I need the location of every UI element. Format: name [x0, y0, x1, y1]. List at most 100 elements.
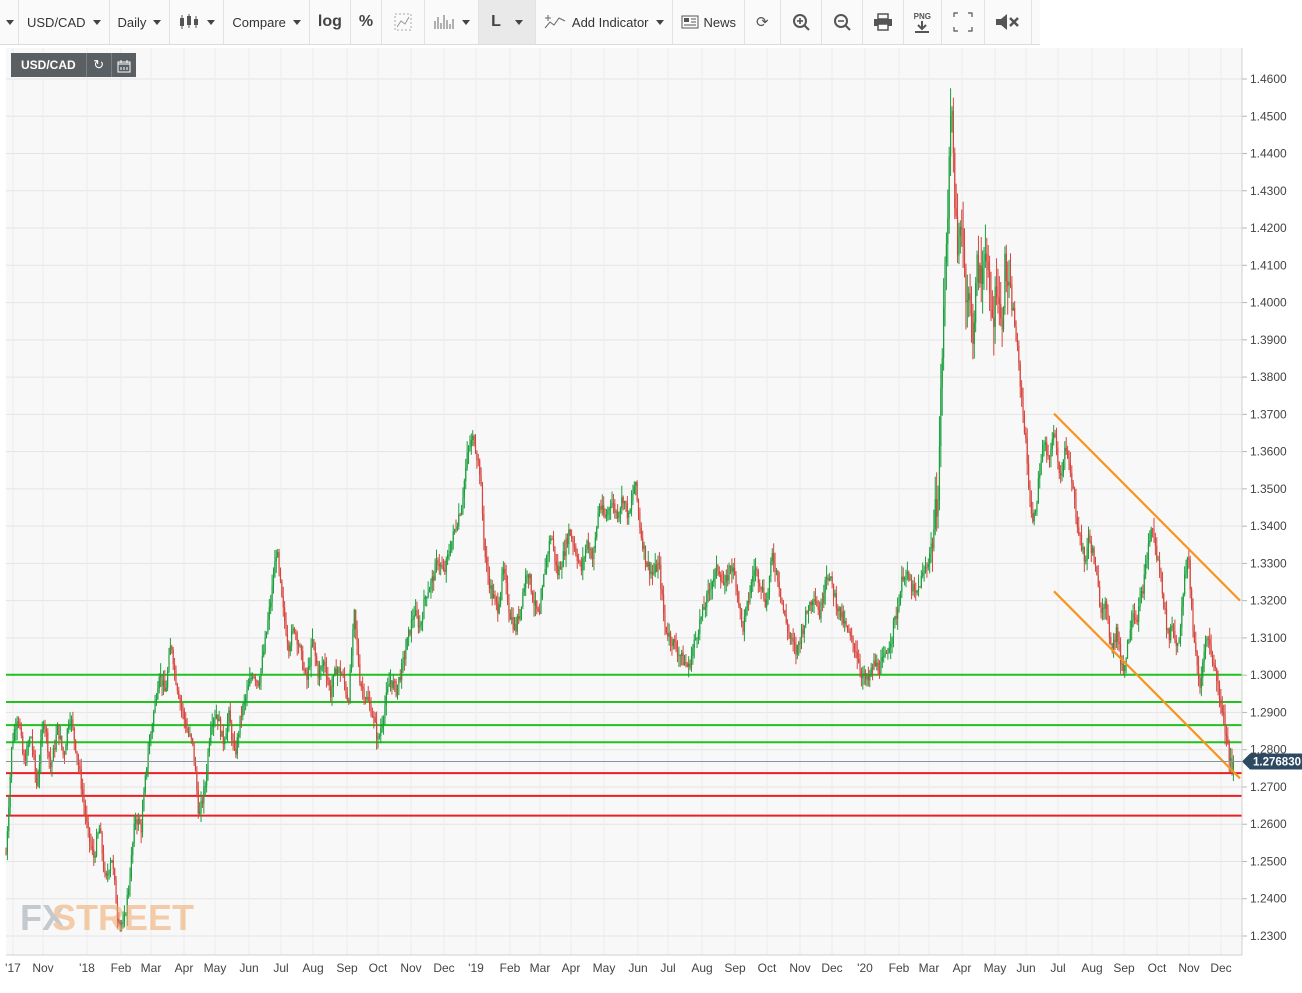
candle-body: [1189, 560, 1191, 590]
candle-body: [623, 501, 626, 504]
candle-body: [352, 629, 354, 656]
candle-body: [1220, 699, 1222, 706]
candle-body: [578, 560, 580, 562]
candle-body: [526, 574, 528, 576]
refresh-button[interactable]: ⟳: [745, 0, 781, 44]
symbol-selector[interactable]: USD/CAD: [19, 0, 110, 44]
y-tick-label: 1.4400: [1250, 147, 1287, 161]
candle-body: [490, 585, 492, 589]
mute-button[interactable]: [985, 0, 1032, 44]
candle-body: [353, 610, 355, 630]
candle-body: [250, 677, 252, 679]
candle-body: [356, 628, 358, 645]
candle-body: [1209, 639, 1211, 645]
compare-button[interactable]: Compare: [224, 0, 310, 44]
candle-body: [212, 719, 215, 725]
candle-body: [1050, 449, 1052, 457]
reload-button[interactable]: ↻: [85, 53, 111, 77]
candle-body: [852, 637, 854, 644]
candle-body: [632, 493, 634, 501]
candle-body: [1078, 527, 1080, 535]
candle-body: [771, 553, 773, 561]
news-button[interactable]: News: [673, 0, 746, 44]
candle-body: [820, 602, 822, 619]
last-price-tag: [1250, 753, 1302, 770]
candle-body: [164, 680, 166, 692]
candle-body: [908, 571, 910, 580]
add-indicator-button[interactable]: Add Indicator: [536, 0, 673, 44]
candle-body: [878, 671, 881, 674]
candle-body: [888, 647, 890, 654]
candle-body: [200, 800, 202, 812]
png-export-button[interactable]: PNG: [904, 0, 942, 44]
candle-body: [899, 592, 902, 606]
fullscreen-button[interactable]: [942, 0, 985, 44]
drawing-tools-button[interactable]: [382, 0, 426, 44]
candle-body: [756, 568, 758, 571]
candle-body: [69, 721, 71, 725]
calendar-button[interactable]: [110, 53, 136, 77]
candle-body: [941, 357, 943, 389]
candle-body: [185, 719, 187, 729]
channel-trend-line[interactable]: [1053, 412, 1241, 602]
candle-body: [55, 734, 57, 750]
volume-button[interactable]: [425, 0, 480, 44]
print-button[interactable]: [863, 0, 904, 44]
candle-body: [1129, 629, 1131, 640]
candle-body: [725, 575, 727, 583]
candle-body: [955, 208, 957, 217]
candle-body: [834, 593, 836, 597]
candle-body: [299, 645, 301, 647]
menu-dropdown[interactable]: [0, 0, 19, 44]
candle-body: [962, 228, 964, 247]
candle-body: [330, 685, 332, 698]
y-tick-label: 1.2700: [1250, 780, 1287, 794]
candle-body: [70, 719, 73, 722]
chart-type-selector[interactable]: [170, 0, 225, 44]
candle-body: [768, 576, 771, 592]
candle-body: [851, 635, 853, 638]
x-tick-label: Jun: [239, 961, 258, 975]
candle-body: [469, 446, 471, 448]
candle-body: [1184, 574, 1186, 595]
candle-body: [291, 630, 293, 646]
candle-body: [662, 594, 665, 614]
candle-body: [910, 579, 913, 592]
interval-selector[interactable]: Daily: [110, 0, 171, 44]
log-scale-button[interactable]: log: [310, 0, 351, 44]
x-tick-label: May: [204, 961, 227, 975]
candle-body: [263, 651, 265, 656]
candle-body: [557, 565, 559, 576]
candle-body: [750, 581, 752, 594]
candle-body: [146, 767, 148, 776]
candle-body: [1005, 253, 1007, 282]
candle-body: [1117, 627, 1119, 643]
candle-body: [717, 565, 719, 572]
channel-trend-line[interactable]: [1053, 590, 1241, 780]
line-style-selector[interactable]: L: [479, 0, 536, 44]
candle-body: [986, 253, 988, 262]
candle-body: [455, 529, 457, 531]
zoom-out-button[interactable]: [822, 0, 863, 44]
candle-body: [183, 710, 185, 720]
candle-body: [229, 710, 231, 724]
candle-body: [540, 598, 542, 614]
x-tick-label: Aug: [691, 961, 712, 975]
candle-body: [472, 435, 474, 441]
percent-scale-button[interactable]: %: [351, 0, 383, 44]
candle-body: [430, 581, 432, 590]
candle-body: [547, 553, 549, 557]
zoom-in-button[interactable]: [781, 0, 822, 44]
y-tick-label: 1.3500: [1250, 482, 1287, 496]
candle-body: [590, 548, 592, 559]
candle-body: [901, 576, 903, 593]
candle-body: [812, 601, 814, 605]
candle-body: [320, 666, 322, 670]
candle-body: [296, 633, 298, 645]
candle-body: [683, 662, 686, 666]
last-price-arrow: [1242, 753, 1250, 770]
candle-body: [221, 730, 223, 737]
candle-body: [1101, 607, 1104, 613]
candle-body: [58, 724, 60, 739]
